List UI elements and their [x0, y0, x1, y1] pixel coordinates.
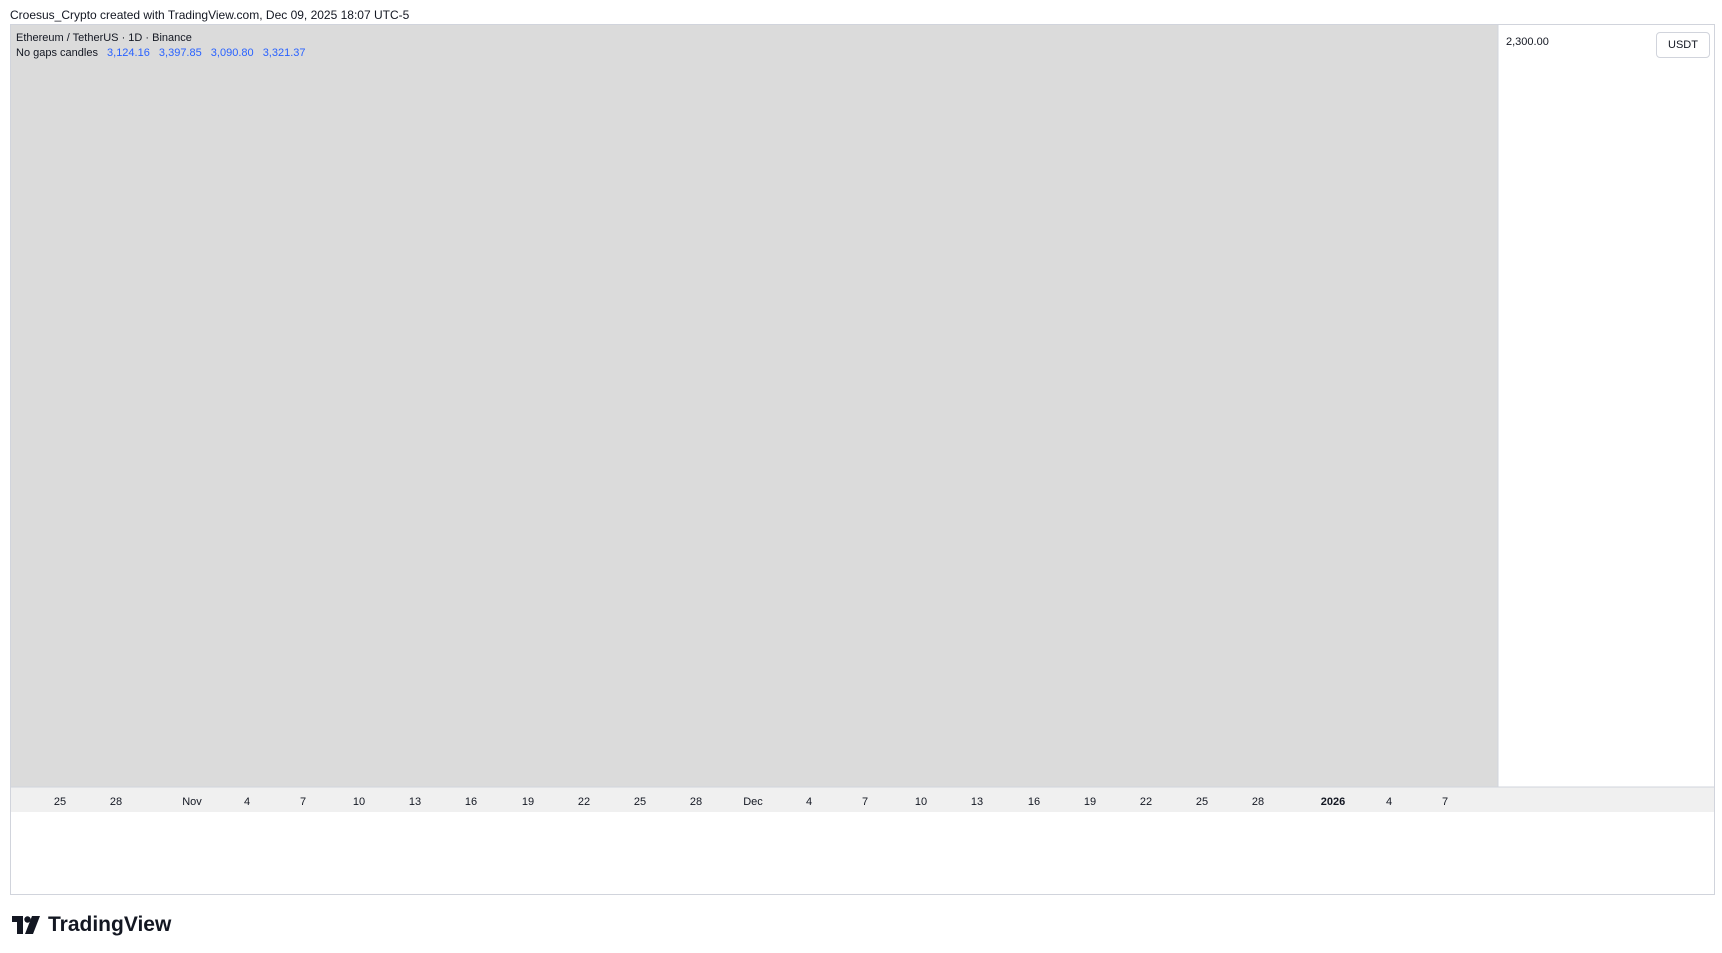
time-tick-label: 13 — [409, 796, 421, 808]
time-tick-label: 10 — [915, 796, 927, 808]
time-tick-label: 4 — [244, 796, 250, 808]
legend-close: 3,321.37 — [262, 47, 306, 59]
time-tick-label: 13 — [971, 796, 983, 808]
time-tick-label: 19 — [522, 796, 534, 808]
time-tick-label: 28 — [110, 796, 122, 808]
brand-name: TradingView — [48, 913, 172, 936]
time-tick-label: 16 — [1028, 796, 1040, 808]
time-tick-label: 10 — [353, 796, 365, 808]
time-tick-label: 28 — [690, 796, 702, 808]
time-axis[interactable] — [11, 787, 1714, 812]
chart-credit: Croesus_Crypto created with TradingView.… — [10, 8, 410, 22]
time-tick-label: 22 — [578, 796, 590, 808]
time-tick-label: 4 — [806, 796, 812, 808]
legend-low: 3,090.80 — [210, 47, 254, 59]
time-tick-label: 7 — [300, 796, 306, 808]
time-tick-label: 25 — [54, 796, 66, 808]
plot-background — [11, 25, 1498, 787]
time-tick-label: 19 — [1084, 796, 1096, 808]
price-axis[interactable] — [1498, 25, 1714, 787]
time-tick-label: 22 — [1140, 796, 1152, 808]
time-tick-label: 4 — [1386, 796, 1392, 808]
tradingview-logo[interactable]: TradingView — [12, 913, 171, 937]
time-tick-label: 25 — [1196, 796, 1208, 808]
time-tick-label: 25 — [634, 796, 646, 808]
time-tick-label: 7 — [862, 796, 868, 808]
time-tick-label: 2026 — [1321, 796, 1345, 808]
time-tick-label: 28 — [1252, 796, 1264, 808]
time-tick-label: Dec — [743, 796, 763, 808]
legend-style: No gaps candles — [16, 47, 98, 59]
legend-high: 3,397.85 — [158, 47, 202, 59]
tradingview-logo-icon — [12, 916, 40, 934]
currency-button[interactable]: USDT — [1656, 32, 1710, 58]
time-tick-label: Nov — [182, 796, 202, 808]
price-tick-label: 2,300.00 — [1506, 36, 1549, 48]
time-tick-label: 7 — [1442, 796, 1448, 808]
legend-open: 3,124.16 — [107, 47, 150, 59]
legend-ohlc: No gaps candles 3,124.16 3,397.85 3,090.… — [16, 47, 306, 59]
time-tick-label: 16 — [465, 796, 477, 808]
legend-symbol[interactable]: Ethereum / TetherUS · 1D · Binance — [16, 32, 192, 44]
chart-frame — [10, 24, 1715, 895]
